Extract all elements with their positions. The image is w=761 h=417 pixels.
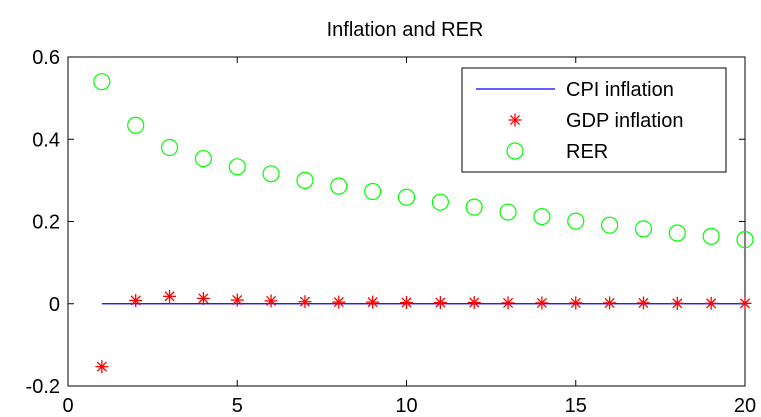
legend-box bbox=[461, 67, 727, 173]
rer-point bbox=[668, 224, 686, 242]
gdp-inflation-point bbox=[129, 293, 143, 307]
y-tick-label: 0.4 bbox=[32, 129, 60, 151]
rer-point bbox=[499, 203, 517, 221]
rer-point bbox=[228, 158, 246, 176]
x-tick-label: 20 bbox=[734, 395, 756, 417]
y-tick-label: 0.6 bbox=[32, 47, 60, 69]
gdp-inflation-point bbox=[501, 296, 515, 310]
x-tick-label: 0 bbox=[62, 395, 73, 417]
legend-swatch-circle bbox=[506, 142, 524, 160]
chart-title: Inflation and RER bbox=[327, 19, 484, 41]
x-tick-label: 10 bbox=[395, 395, 417, 417]
rer-point bbox=[736, 230, 754, 249]
legend-label: GDP inflation bbox=[566, 110, 683, 132]
y-tick-label: 0.2 bbox=[32, 212, 60, 234]
gdp-inflation-point bbox=[95, 360, 109, 374]
gdp-inflation-point bbox=[196, 291, 210, 305]
gdp-inflation-point bbox=[603, 296, 617, 310]
gdp-inflation-point bbox=[569, 296, 583, 310]
gdp-inflation-point bbox=[298, 295, 312, 309]
rer-point bbox=[330, 177, 348, 195]
gdp-inflation-point bbox=[636, 296, 650, 310]
x-tick-label: 5 bbox=[232, 395, 243, 417]
gdp-inflation-point bbox=[670, 296, 684, 310]
rer-point bbox=[160, 138, 179, 157]
gdp-inflation-point bbox=[366, 295, 380, 309]
rer-point bbox=[296, 171, 314, 189]
gdp-inflation-point bbox=[332, 295, 346, 309]
gdp-inflation-point bbox=[535, 296, 549, 310]
gdp-inflation-point bbox=[467, 296, 481, 310]
legend-swatch-asterisk bbox=[508, 113, 522, 127]
rer-point bbox=[702, 227, 720, 245]
legend: CPI inflation GDP inflation RER bbox=[461, 67, 727, 173]
rer-point bbox=[93, 73, 111, 91]
rer-point bbox=[127, 116, 145, 134]
legend-label: RER bbox=[566, 141, 608, 163]
gdp-inflation-point bbox=[433, 296, 447, 310]
rer-point bbox=[262, 165, 280, 183]
rer-point bbox=[600, 216, 619, 234]
gdp-inflation-point bbox=[163, 289, 177, 303]
rer-point bbox=[364, 182, 382, 201]
rer-point bbox=[194, 149, 212, 168]
rer-point bbox=[397, 188, 416, 206]
plot-area: 0 5 10 15 20-0.200.20.40.6 bbox=[26, 47, 757, 417]
rer-point bbox=[431, 193, 449, 211]
gdp-inflation-point bbox=[264, 294, 278, 308]
gdp-inflation-point bbox=[704, 296, 718, 310]
gdp-inflation-point bbox=[230, 293, 244, 307]
rer-point bbox=[634, 220, 653, 238]
y-tick-label: 0 bbox=[49, 294, 60, 316]
x-tick-label: 15 bbox=[565, 395, 587, 417]
y-tick-label: -0.2 bbox=[26, 376, 60, 398]
rer-point bbox=[465, 198, 483, 216]
rer-point bbox=[567, 212, 585, 230]
gdp-inflation-point bbox=[400, 296, 413, 310]
rer-point bbox=[533, 207, 551, 226]
gdp-inflation-point bbox=[738, 296, 752, 310]
legend-label: CPI inflation bbox=[566, 79, 674, 101]
